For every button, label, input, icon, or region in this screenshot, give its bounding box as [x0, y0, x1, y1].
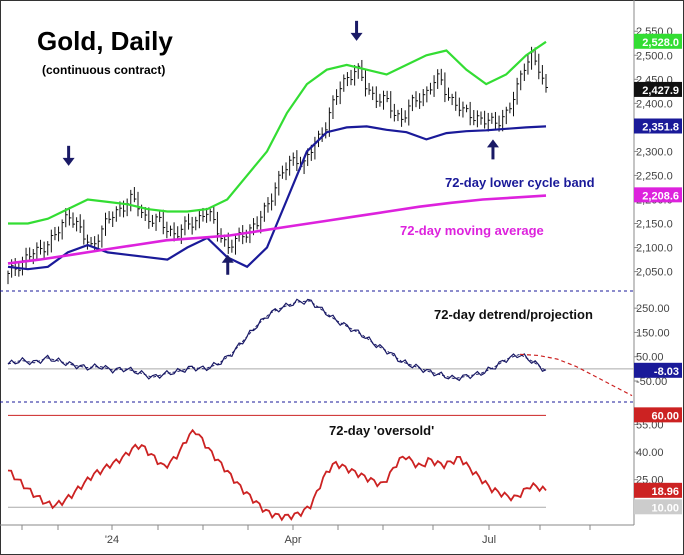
projection-line: [519, 353, 633, 397]
x-tick-label: Apr: [284, 534, 301, 546]
lower-band-label: 72-day lower cycle band: [445, 175, 595, 190]
price-y-tick-label: 2,100.0: [636, 243, 673, 255]
badge-upper-band: 2,528.0: [642, 37, 679, 49]
price-y-tick-label: 2,400.0: [636, 98, 673, 110]
down-arrow-head: [62, 157, 75, 166]
detrend-y-tick-label: 250.00: [636, 303, 670, 315]
badge-oversold-lower-bg: [634, 499, 682, 515]
chart-title: Gold, Daily: [37, 26, 173, 56]
price-y-tick-label: 2,250.0: [636, 170, 673, 182]
detrend-y-tick-label: 50.00: [636, 352, 664, 364]
oversold-line: [7, 428, 547, 522]
badge-oversold-bg: [634, 482, 682, 498]
down-arrow-head: [350, 32, 363, 41]
price-y-tick-label: 2,050.0: [636, 267, 673, 279]
price-bars: [7, 46, 548, 285]
up-arrow-head: [486, 139, 499, 148]
badge-moving-average: 2,208.6: [642, 190, 679, 202]
detrend-smooth-line: [7, 300, 547, 380]
badge-last-price-bg: [634, 81, 682, 97]
oversold-y-tick-label: 40.00: [636, 447, 664, 459]
chart-subtitle: (continuous contract): [42, 63, 165, 77]
badge-upper-band-bg: [634, 33, 682, 49]
price-y-tick-label: 2,300.0: [636, 146, 673, 158]
badge-moving-average-bg: [634, 187, 682, 203]
badge-oversold-lower: 10.00: [651, 502, 679, 514]
badge-detrend: -8.03: [654, 366, 679, 378]
price-y-axis: 2,050.02,100.02,150.02,200.02,250.02,300…: [634, 26, 673, 279]
upper-cycle-band-line: [8, 40, 547, 225]
detrend-y-tick-label: 150.00: [636, 327, 670, 339]
badge-detrend-bg: [634, 362, 682, 378]
x-axis: '24 Apr Jul: [21, 525, 591, 546]
badge-oversold-upper-bg: [634, 407, 682, 423]
badge-oversold-upper: 60.00: [651, 410, 679, 422]
moving-average-line: [7, 194, 547, 265]
badge-last-price: 2,427.9: [642, 85, 679, 97]
x-tick-label: Jul: [482, 534, 496, 546]
detrend-y-tick-label: -50.00: [636, 376, 667, 388]
badge-oversold: 18.96: [651, 486, 679, 498]
price-indicator-lines: [7, 40, 547, 271]
price-y-tick-label: 2,150.0: [636, 219, 673, 231]
up-arrow-head: [221, 254, 234, 263]
moving-average-label: 72-day moving average: [400, 223, 544, 238]
lower-cycle-band-line: [7, 125, 547, 271]
x-tick-label: '24: [105, 534, 119, 546]
badge-lower-band-bg: [634, 118, 682, 134]
badge-lower-band: 2,351.8: [642, 122, 679, 134]
price-y-tick-label: 2,500.0: [636, 50, 673, 62]
detrend-panel-label: 72-day detrend/projection: [434, 307, 593, 322]
oversold-y-tick-label: 55.00: [636, 420, 664, 432]
detrend-panel: 250.00 150.00 50.00 -50.00: [7, 298, 670, 397]
cycle-arrows: [62, 20, 499, 275]
oversold-panel-label: 72-day 'oversold': [329, 423, 434, 438]
end-value-badges: 2,528.0 2,427.9 2,351.8 2,208.6 -8.03 60.00 18…: [634, 33, 682, 515]
